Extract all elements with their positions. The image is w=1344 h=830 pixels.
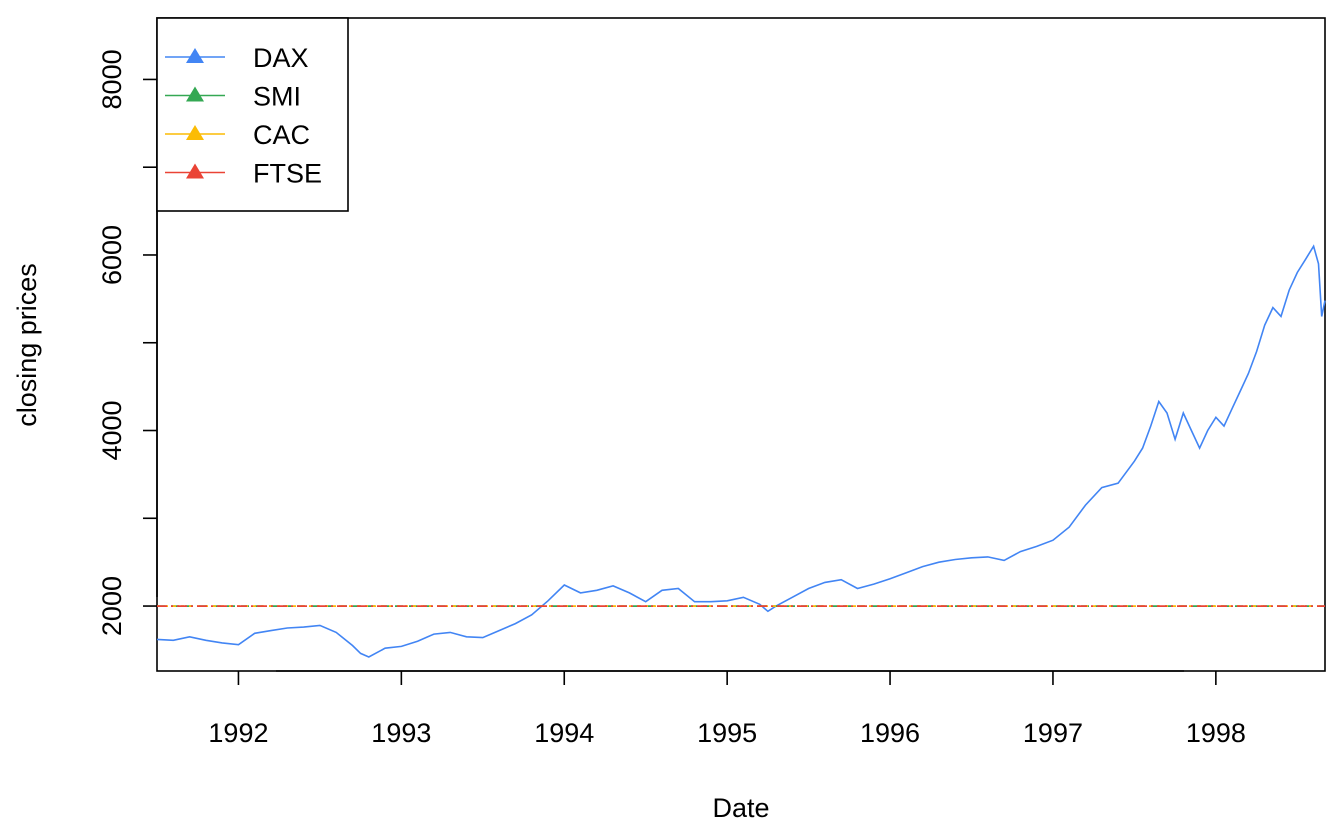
y-tick-label: 6000 — [97, 225, 127, 285]
x-axis-title: Date — [712, 793, 769, 823]
x-axis: 1992 1993 1994 1995 1996 1997 1998 — [208, 670, 1246, 748]
legend-label-smi: SMI — [253, 82, 301, 112]
legend-marker-cac — [186, 125, 204, 140]
x-tick-label: 1995 — [697, 718, 757, 748]
y-axis: 2000 4000 6000 8000 — [97, 49, 158, 636]
legend-marker-dax — [186, 48, 204, 63]
legend-label-ftse: FTSE — [253, 159, 322, 189]
legend-label-cac: CAC — [253, 120, 310, 150]
y-axis-title: closing prices — [12, 263, 42, 427]
series-line-dax — [156, 244, 1326, 658]
legend-marker-smi — [186, 86, 204, 102]
x-tick-label: 1992 — [208, 718, 268, 748]
x-tick-label: 1996 — [860, 718, 920, 748]
legend: DAX SMI CAC FTSE — [156, 17, 349, 212]
legend-label-dax: DAX — [253, 43, 309, 73]
x-tick-label: 1993 — [371, 718, 431, 748]
y-tick-label: 2000 — [97, 576, 127, 636]
series-layer — [156, 244, 1326, 658]
legend-marker-ftse — [186, 163, 204, 179]
x-tick-label: 1998 — [1186, 718, 1246, 748]
y-tick-label: 4000 — [97, 400, 127, 460]
y-tick-label: 8000 — [97, 49, 127, 109]
legend-box — [156, 17, 349, 212]
x-tick-label: 1997 — [1023, 718, 1083, 748]
x-tick-label: 1994 — [534, 718, 594, 748]
